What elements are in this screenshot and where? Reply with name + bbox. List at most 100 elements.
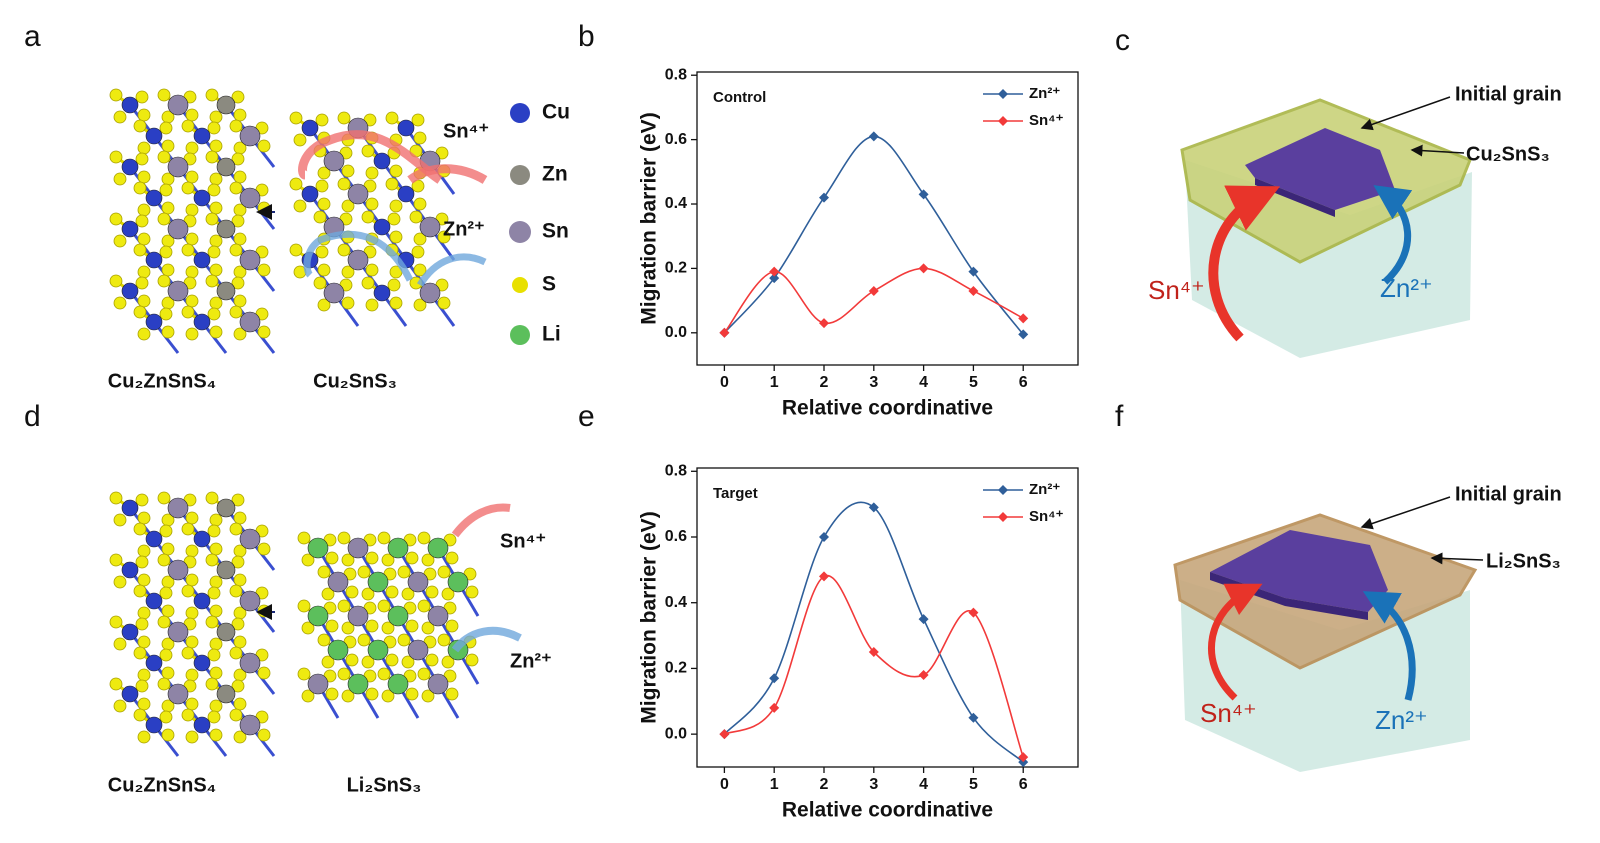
atom: [209, 637, 223, 651]
atom: [341, 265, 355, 279]
marker: [868, 131, 879, 142]
atom: [161, 604, 175, 618]
atom: [185, 635, 199, 649]
panel-label: e: [578, 400, 595, 433]
atom: [233, 232, 247, 246]
grain-label: Initial grain: [1455, 83, 1562, 105]
atom: [289, 111, 303, 125]
legend-label: Zn²⁺: [1029, 85, 1060, 102]
grain-label: Cu₂SnS₃: [1466, 143, 1550, 165]
marker: [868, 502, 879, 513]
structure-label: Cu₂ZnSnS₄: [108, 370, 216, 392]
atom: [193, 251, 211, 269]
marker: [968, 266, 979, 277]
atom: [193, 189, 211, 207]
atom: [137, 232, 151, 246]
marker: [819, 532, 829, 542]
atom: [465, 585, 479, 599]
atom: [133, 181, 147, 195]
structures: [109, 88, 522, 757]
atom: [209, 296, 223, 310]
atom: [307, 673, 329, 695]
atom: [385, 111, 399, 125]
atom: [135, 617, 149, 631]
sn-arrow: [1208, 583, 1263, 701]
atom: [185, 730, 199, 744]
atom: [159, 524, 173, 538]
atom: [301, 553, 315, 567]
atom: [411, 245, 425, 259]
atom: [397, 119, 415, 137]
atom: [205, 615, 219, 629]
atom: [317, 197, 331, 211]
atom: [387, 278, 401, 292]
atom: [145, 592, 163, 610]
atom: [417, 599, 431, 613]
atom: [167, 280, 189, 302]
atom: [407, 571, 429, 593]
x-tick-label: 1: [770, 776, 779, 793]
ion-path: [298, 130, 443, 184]
atom: [216, 684, 236, 704]
atom: [341, 621, 355, 635]
legend-marker: [998, 116, 1008, 126]
atom: [385, 585, 399, 599]
atom: [425, 585, 439, 599]
atom: [345, 585, 359, 599]
atom: [401, 587, 415, 601]
atom: [317, 166, 331, 180]
atom: [207, 524, 221, 538]
ion-label: Zn²⁺: [443, 218, 485, 240]
atom: [365, 551, 379, 565]
atom: [193, 127, 211, 145]
panel-label: d: [24, 400, 41, 433]
legend-marker: [998, 89, 1008, 99]
atom: [209, 728, 223, 742]
atom: [121, 499, 139, 517]
marker: [918, 614, 929, 625]
atom: [377, 667, 391, 681]
atom: [159, 586, 173, 600]
atom: [413, 197, 427, 211]
atom-label: S: [542, 273, 556, 296]
atom: [181, 708, 195, 722]
atom: [167, 683, 189, 705]
atom: [233, 635, 247, 649]
atom: [157, 88, 171, 102]
atom: [365, 687, 379, 701]
atom: [445, 551, 459, 565]
atom: [413, 131, 427, 145]
zn-arrow: [1362, 591, 1416, 701]
atom: [289, 243, 303, 257]
atom: [133, 305, 147, 319]
atom: [361, 655, 375, 669]
atom: [113, 234, 127, 248]
atom: [157, 150, 171, 164]
atom: [207, 245, 221, 259]
panel-label: f: [1115, 400, 1124, 433]
atom: [407, 639, 429, 661]
atom: [327, 571, 349, 593]
atom: [389, 296, 403, 310]
atom: [185, 265, 199, 279]
atom: [159, 121, 173, 135]
atom: [301, 185, 319, 203]
atom: [157, 491, 171, 505]
marker: [819, 192, 829, 203]
atom: [157, 615, 171, 629]
y-tick-label: 0.2: [665, 660, 687, 677]
y-tick-label: 0.4: [665, 594, 687, 611]
atom-label: Sn: [542, 220, 569, 243]
atom: [231, 214, 245, 228]
atom: [109, 491, 123, 505]
legend-marker: [998, 512, 1008, 522]
atom: [109, 553, 123, 567]
atom: [347, 183, 369, 205]
panel-label: b: [578, 20, 595, 53]
atom: [193, 530, 211, 548]
atom: [159, 648, 173, 662]
atom: [145, 251, 163, 269]
ion-path: [451, 503, 511, 538]
atom: [133, 646, 147, 660]
atom: [315, 113, 329, 127]
